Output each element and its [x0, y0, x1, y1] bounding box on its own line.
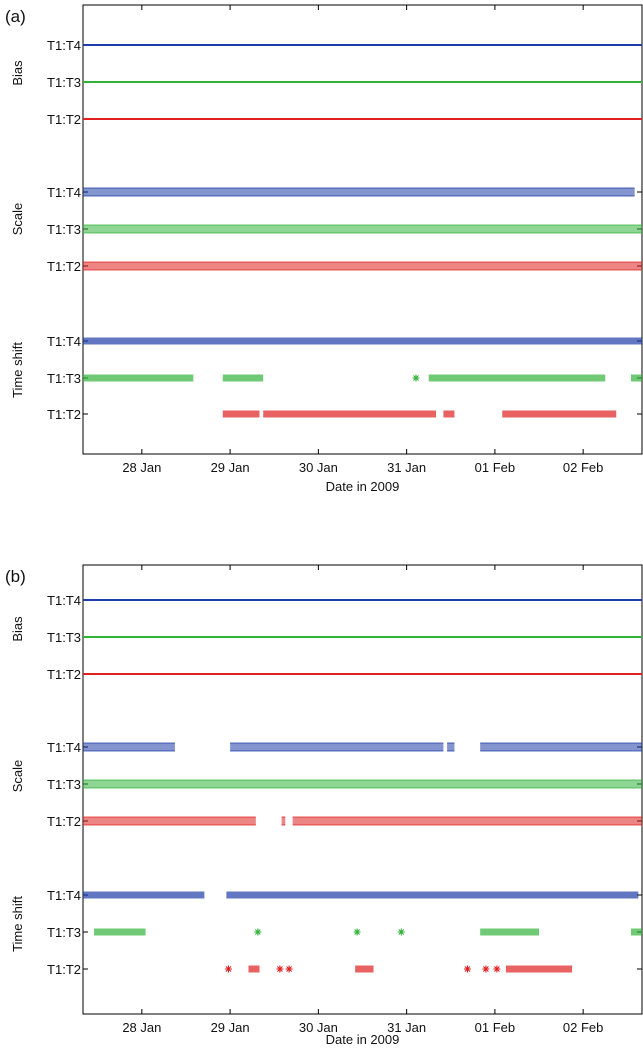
- x-tick-label: 30 Jan: [299, 1020, 338, 1035]
- x-tick-label: 01 Feb: [475, 460, 515, 475]
- row-label: T1:T3: [47, 222, 81, 237]
- series-time-shift-t1-t3: [83, 374, 642, 382]
- series-time-shift-t1-t2: [224, 965, 573, 973]
- time-shift-marker-band: [505, 965, 573, 973]
- x-tick-label: 01 Feb: [475, 1020, 515, 1035]
- series-scale-t1-t2: [83, 261, 642, 271]
- row-label: T1:T2: [47, 407, 81, 422]
- series-scale-t1-t3: [83, 224, 642, 234]
- row-label: T1:T3: [47, 777, 81, 792]
- time-shift-marker-band: [94, 928, 146, 936]
- scale-marker-band: [292, 817, 642, 825]
- scale-marker-band: [281, 817, 286, 825]
- row-label: T1:T4: [47, 185, 81, 200]
- row-label: T1:T2: [47, 259, 81, 274]
- x-tick-label: 02 Feb: [563, 1020, 603, 1035]
- time-shift-marker-band: [630, 928, 642, 936]
- plot-frame: [82, 564, 643, 1015]
- row-label: T1:T3: [47, 371, 81, 386]
- scale-marker-band: [83, 817, 256, 825]
- panel-label: (a): [5, 7, 26, 26]
- time-shift-marker-band: [263, 410, 437, 418]
- x-tick-label: 31 Jan: [387, 460, 426, 475]
- scale-marker-band: [230, 743, 444, 751]
- time-shift-marker-band: [248, 965, 260, 973]
- time-shift-marker: [463, 965, 471, 973]
- row-label: T1:T3: [47, 630, 81, 645]
- group-label: Time shift: [10, 342, 25, 398]
- chart-panel-1: (a) 28 Jan 29 Jan 30 Jan 31 Jan 01 Feb 02 Feb D…: [5, 4, 643, 494]
- time-shift-marker-band: [226, 891, 639, 899]
- series-scale-t1-t2: [83, 816, 642, 826]
- x-tick-label: 31 Jan: [387, 1020, 426, 1035]
- x-tick-label: 28 Jan: [122, 1020, 161, 1035]
- series-time-shift-t1-t3: [94, 928, 642, 936]
- row-label: T1:T2: [47, 112, 81, 127]
- time-shift-marker: [412, 374, 420, 382]
- series-time-shift-t1-t4: [83, 891, 639, 899]
- x-axis-label: Date in 2009: [326, 1032, 400, 1047]
- row-label: T1:T4: [47, 334, 81, 349]
- time-shift-marker-band: [443, 410, 455, 418]
- time-shift-marker-band: [428, 374, 606, 382]
- x-tick-label: 30 Jan: [299, 460, 338, 475]
- time-shift-marker: [224, 965, 232, 973]
- row-label: T1:T3: [47, 925, 81, 940]
- row-label: T1:T4: [47, 38, 81, 53]
- row-label: T1:T4: [47, 593, 81, 608]
- x-tick-label: 28 Jan: [122, 460, 161, 475]
- time-shift-marker: [397, 928, 405, 936]
- time-shift-marker: [285, 965, 293, 973]
- scale-marker-band: [447, 743, 455, 751]
- time-shift-marker-band: [480, 928, 540, 936]
- scale-marker-band: [83, 225, 642, 233]
- chart-panel-2: (b) 28 Jan 29 Jan 30 Jan 31 Jan 01 Feb 02 Feb D…: [5, 564, 643, 1047]
- group-label: Bias: [10, 60, 25, 86]
- row-label: T1:T3: [47, 75, 81, 90]
- group-label: Scale: [10, 760, 25, 793]
- row-label: T1:T2: [47, 814, 81, 829]
- time-shift-marker-band: [222, 410, 260, 418]
- time-shift-marker-band: [83, 891, 205, 899]
- time-shift-marker: [254, 928, 262, 936]
- series-scale-t1-t3: [83, 779, 642, 789]
- time-shift-marker-band: [83, 374, 194, 382]
- group-label: Time shift: [10, 896, 25, 952]
- time-shift-marker-band: [83, 337, 642, 345]
- row-label: T1:T4: [47, 888, 81, 903]
- group-label: Bias: [10, 616, 25, 642]
- series-scale-t1-t4: [83, 742, 642, 752]
- series-scale-t1-t4: [83, 187, 635, 197]
- series-time-shift-t1-t2: [222, 410, 617, 418]
- series-time-shift-t1-t4: [83, 337, 642, 345]
- time-shift-marker: [482, 965, 490, 973]
- time-shift-marker-band: [355, 965, 374, 973]
- x-axis-label: Date in 2009: [326, 479, 400, 494]
- scale-marker-band: [83, 780, 642, 788]
- time-shift-marker-band: [502, 410, 617, 418]
- time-shift-marker-band: [630, 374, 642, 382]
- scale-marker-band: [480, 743, 642, 751]
- x-tick-label: 29 Jan: [211, 1020, 250, 1035]
- time-shift-marker: [493, 965, 501, 973]
- group-label: Scale: [10, 203, 25, 236]
- time-shift-marker: [276, 965, 284, 973]
- scale-marker-band: [83, 262, 642, 270]
- row-label: T1:T2: [47, 667, 81, 682]
- panel-label: (b): [5, 567, 26, 586]
- x-tick-label: 29 Jan: [211, 460, 250, 475]
- row-label: T1:T2: [47, 962, 81, 977]
- time-shift-marker: [353, 928, 361, 936]
- scale-marker-band: [83, 743, 175, 751]
- time-shift-marker-band: [222, 374, 264, 382]
- x-tick-label: 02 Feb: [563, 460, 603, 475]
- scale-marker-band: [83, 188, 635, 196]
- row-label: T1:T4: [47, 740, 81, 755]
